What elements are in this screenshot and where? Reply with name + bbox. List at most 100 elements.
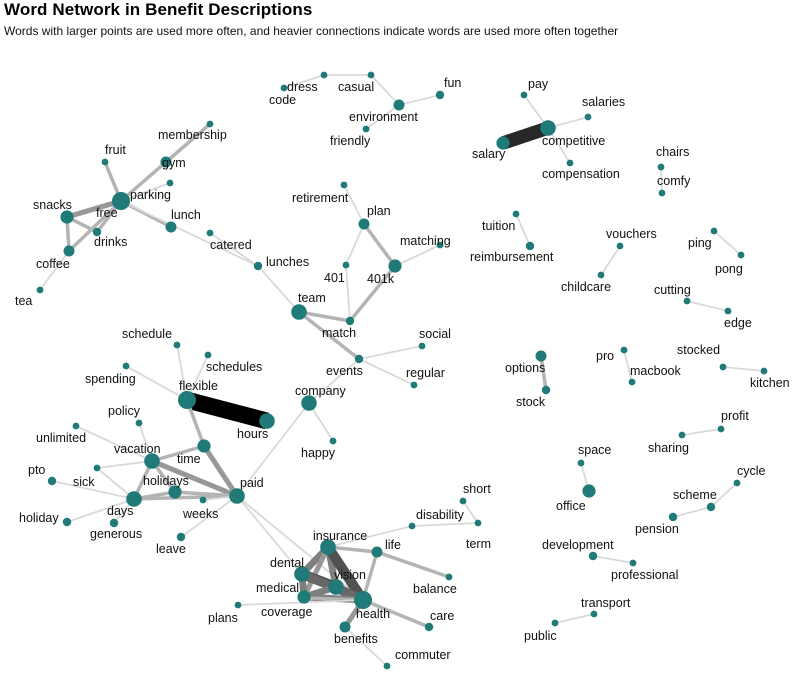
node-label-health: health <box>356 607 390 621</box>
node-regular <box>410 381 418 389</box>
node-label-cycle: cycle <box>737 464 766 478</box>
node-schedule <box>173 341 181 349</box>
node-tuition <box>512 210 520 218</box>
edge-events-company <box>308 358 360 404</box>
node-label-schedules: schedules <box>206 360 262 374</box>
node-childcare <box>597 271 605 279</box>
edge-pto-days <box>51 480 135 500</box>
node-short <box>459 497 467 505</box>
node-label-office: office <box>556 499 586 513</box>
node-label-tuition: tuition <box>482 219 515 233</box>
node-label-space: space <box>578 443 611 457</box>
edge-free-coffee <box>67 199 123 253</box>
edge-retirement-plan <box>343 184 365 225</box>
node-ping <box>710 227 718 235</box>
node-sick <box>93 464 101 472</box>
node-label-pro: pro <box>596 349 614 363</box>
node-label-competitive: competitive <box>542 134 605 148</box>
edge-code-dress <box>283 74 325 89</box>
edge-days-paid <box>133 494 238 501</box>
node-company <box>301 395 317 411</box>
node-label-parking: parking <box>130 188 171 202</box>
node-label-generous: generous <box>90 527 142 541</box>
node-label-hours: hours <box>237 427 268 441</box>
edge-chairs-comfy <box>660 166 663 194</box>
edge-social-events <box>358 345 423 360</box>
edge-cutting-edge <box>686 300 729 312</box>
edge-stocked-kitchen <box>722 366 765 372</box>
node-spending <box>122 362 130 370</box>
node-retirement <box>340 181 348 189</box>
edge-unlimited-vacation <box>75 425 153 462</box>
node-code <box>280 84 288 92</box>
edge-schedule-flexible <box>176 344 188 401</box>
node-label-pay: pay <box>528 77 549 91</box>
node-label-lunches: lunches <box>266 255 309 269</box>
node-casual <box>367 71 375 79</box>
node-label-chairs: chairs <box>656 145 689 159</box>
node-label-professional: professional <box>611 568 678 582</box>
node-options <box>535 350 547 362</box>
edge-plan-n401 <box>345 223 365 266</box>
node-fruit <box>101 158 109 166</box>
node-label-n401k: 401k <box>367 272 395 286</box>
node-pension <box>668 512 678 522</box>
node-label-dress: dress <box>287 80 318 94</box>
edge-days-holiday <box>66 498 135 523</box>
edge-vouchers-childcare <box>600 245 621 276</box>
edge-environment-fun <box>398 94 441 106</box>
node-label-membership: membership <box>158 128 227 142</box>
node-salaries <box>584 113 592 121</box>
edge-disability-term <box>411 522 479 527</box>
edge-catered-lunches <box>209 232 259 267</box>
node-label-company: company <box>295 384 346 398</box>
node-events <box>354 354 364 364</box>
node-label-free: free <box>96 206 118 220</box>
node-catered <box>206 229 214 237</box>
node-pay <box>520 91 528 99</box>
node-label-leave: leave <box>156 542 186 556</box>
node-label-events: events <box>326 364 363 378</box>
node-public <box>551 619 559 627</box>
node-professional <box>629 559 637 567</box>
node-vouchers <box>616 242 624 250</box>
edge-vacation-paid <box>151 458 238 499</box>
edge-options-stock <box>539 355 548 391</box>
node-label-edge: edge <box>724 316 752 330</box>
node-free <box>112 192 130 210</box>
node-label-lunch: lunch <box>171 208 201 222</box>
node-label-snacks: snacks <box>33 198 72 212</box>
node-label-stock: stock <box>516 395 546 409</box>
node-coffee <box>63 245 75 257</box>
node-label-stocked: stocked <box>677 343 720 357</box>
node-unlimited <box>72 422 80 430</box>
node-match <box>345 316 355 326</box>
node-plan <box>358 218 370 230</box>
node-parking <box>166 179 174 187</box>
node-compensation <box>566 159 574 167</box>
edge-lunches-team <box>257 265 300 313</box>
node-paid <box>229 488 245 504</box>
node-label-catered: catered <box>210 238 252 252</box>
node-label-benefits: benefits <box>334 632 378 646</box>
node-kitchen <box>760 367 768 375</box>
node-label-social: social <box>419 327 451 341</box>
node-dental <box>294 566 310 582</box>
edge-insurance-health <box>323 544 368 603</box>
node-generous <box>109 518 119 528</box>
edge-matching-n401k <box>394 244 441 267</box>
node-label-term: term <box>466 537 491 551</box>
edge-environment-friendly <box>365 104 400 130</box>
node-chairs <box>657 163 665 171</box>
edge-insurance-life <box>327 545 378 554</box>
node-holidays <box>168 485 182 499</box>
edge-company-paid <box>236 402 310 497</box>
node-comfy <box>658 189 666 197</box>
node-pong <box>737 251 745 259</box>
node-label-kitchen: kitchen <box>750 376 790 390</box>
node-label-holidays: holidays <box>143 474 189 488</box>
node-social <box>418 342 426 350</box>
node-holiday <box>62 517 72 527</box>
node-development <box>588 551 598 561</box>
node-label-care: care <box>430 609 454 623</box>
